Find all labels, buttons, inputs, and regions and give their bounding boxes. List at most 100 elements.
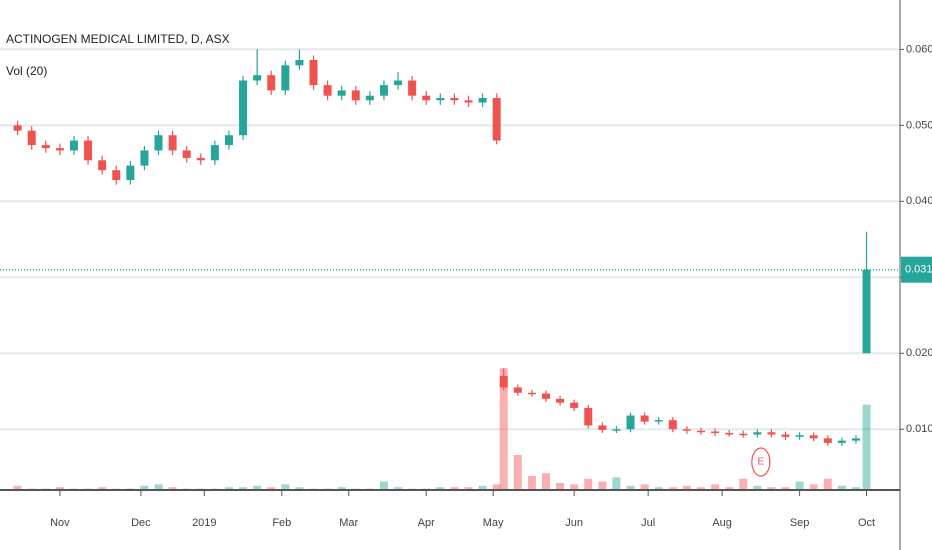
- y-tick-label: 0.010: [906, 423, 932, 435]
- volume-bar: [267, 487, 276, 490]
- volume-bar: [781, 487, 790, 490]
- chart-title: ACTINOGEN MEDICAL LIMITED, D, ASX: [6, 32, 230, 46]
- candle-body: [154, 135, 163, 151]
- candle-body: [753, 432, 762, 435]
- x-tick-label: 2019: [192, 517, 216, 529]
- candle-body: [281, 65, 290, 91]
- volume-bar: [239, 487, 248, 490]
- candle-body: [69, 140, 78, 151]
- y-tick-label: 0.020: [906, 347, 932, 359]
- candle-body: [55, 148, 64, 151]
- indicator-label: Vol (20): [6, 64, 47, 78]
- candle-body: [126, 165, 135, 181]
- event-label: E: [758, 457, 765, 468]
- candle-body: [654, 420, 663, 422]
- volume-bar: [739, 478, 748, 490]
- volume-bar: [626, 485, 635, 490]
- volume-bar: [570, 484, 579, 490]
- volume-bar: [654, 487, 663, 490]
- candle-body: [640, 415, 649, 422]
- candle-body: [781, 434, 790, 437]
- volume-bar: [823, 478, 832, 490]
- candle-body: [422, 95, 431, 101]
- volume-bar: [281, 484, 290, 490]
- volume-bar: [464, 487, 473, 490]
- candle-body: [379, 85, 388, 96]
- volume-bar: [527, 476, 536, 490]
- candle-body: [323, 85, 332, 96]
- candle-body: [41, 145, 50, 149]
- volume-bar: [711, 484, 720, 490]
- volume-bar: [394, 487, 403, 490]
- candle-body: [408, 80, 417, 96]
- candle-body: [84, 140, 93, 161]
- volume-bar: [499, 368, 508, 490]
- y-tick-label: 0.040: [906, 195, 932, 207]
- candle-body: [795, 435, 804, 437]
- volume-bar: [478, 485, 487, 490]
- candle-body: [436, 98, 445, 101]
- x-tick-label: Jul: [641, 517, 655, 529]
- volume-bar: [767, 487, 776, 490]
- candle-body: [739, 433, 748, 436]
- volume-bar: [725, 487, 734, 490]
- candle-body: [499, 376, 508, 388]
- candle-body: [696, 430, 705, 433]
- candle-body: [668, 420, 677, 430]
- volume-bar: [379, 481, 388, 490]
- volume-bar: [168, 487, 177, 490]
- volume-bar: [862, 404, 871, 490]
- candle-body: [365, 95, 374, 101]
- candle-body: [626, 415, 635, 430]
- x-tick-label: Oct: [858, 517, 875, 529]
- candle-body: [464, 100, 473, 103]
- candle-body: [112, 170, 121, 181]
- volume-bar: [682, 485, 691, 490]
- candle-body: [851, 438, 860, 441]
- x-tick-label: Aug: [712, 517, 732, 529]
- candle-body: [13, 125, 22, 131]
- y-tick-label: 0.050: [906, 119, 932, 131]
- volume-bar: [513, 455, 522, 490]
- volume-bar: [295, 487, 304, 490]
- candle-body: [584, 407, 593, 426]
- candle-body: [725, 433, 734, 435]
- candle-body: [27, 130, 36, 146]
- volume-bar: [598, 481, 607, 490]
- volume-bar: [584, 478, 593, 490]
- volume-bar: [140, 485, 149, 490]
- candle-body: [210, 145, 219, 161]
- volume-bar: [55, 487, 64, 490]
- candle-body: [309, 60, 318, 86]
- volume-bar: [541, 473, 550, 490]
- y-tick-label: 0.060: [906, 43, 932, 55]
- volume-bar: [640, 484, 649, 490]
- event-marker: [751, 447, 771, 477]
- volume-bar: [13, 485, 22, 490]
- candle-body: [570, 402, 579, 408]
- candle-body: [862, 269, 871, 354]
- last-price-label: 0.031: [905, 264, 932, 276]
- candle-body: [598, 425, 607, 430]
- candle-body: [823, 438, 832, 443]
- candle-body: [267, 75, 276, 91]
- candle-body: [809, 435, 818, 439]
- x-tick-label: Dec: [131, 517, 151, 529]
- volume-bar: [224, 487, 233, 490]
- candle-body: [98, 160, 107, 171]
- candle-body: [837, 440, 846, 443]
- candle-body: [196, 158, 205, 161]
- candle-body: [182, 150, 191, 159]
- volume-bar: [696, 487, 705, 490]
- candle-body: [711, 431, 720, 434]
- x-tick-label: Feb: [272, 517, 291, 529]
- candle-body: [513, 387, 522, 393]
- volume-bar: [98, 487, 107, 490]
- x-tick-label: May: [483, 517, 504, 529]
- candle-body: [767, 432, 776, 435]
- candle-body: [556, 398, 565, 403]
- candle-body: [492, 98, 501, 141]
- x-tick-label: Mar: [339, 517, 358, 529]
- candle-body: [351, 90, 360, 101]
